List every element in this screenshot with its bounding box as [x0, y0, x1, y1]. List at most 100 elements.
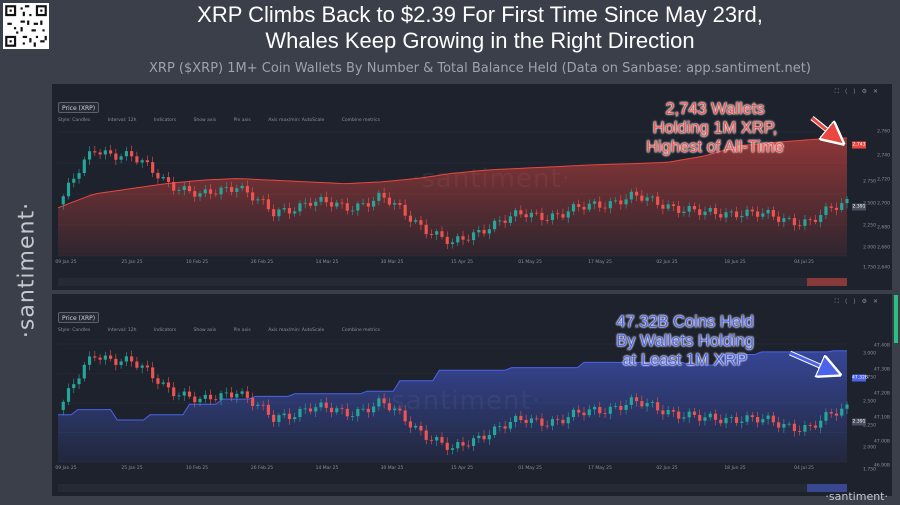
price-pill[interactable]: Price (XRP)	[58, 102, 100, 113]
candle-body	[508, 422, 512, 429]
toolbar-combine[interactable]: Combine metrics	[341, 328, 380, 333]
candle-body	[656, 196, 660, 205]
y-tick-left: 2.000	[863, 445, 876, 451]
candle-body	[429, 234, 434, 235]
candle-body	[750, 415, 754, 418]
candle-body	[93, 151, 97, 153]
candle-body	[414, 220, 418, 222]
scroll-accent[interactable]	[894, 295, 898, 343]
candle-body	[140, 160, 144, 163]
price-pill[interactable]: Price (XRP)	[58, 312, 100, 323]
candle-body	[219, 393, 223, 400]
toolbar-interval[interactable]: Interval: 12h	[107, 328, 137, 333]
x-axis: 09 Jan 25 25 Jan 25 10 Feb 25 26 Feb 25 …	[52, 466, 852, 476]
candle-body	[698, 209, 702, 216]
candle-body	[671, 409, 675, 412]
candle-body	[172, 181, 176, 191]
candle-body	[182, 186, 186, 191]
candle-body	[287, 208, 292, 214]
toolbar-combine[interactable]: Combine metrics	[341, 118, 380, 123]
y-tick-right: 47.30B	[874, 367, 890, 373]
candle-body	[166, 382, 171, 388]
y-tick-right: 47.40B	[874, 343, 890, 349]
metric-area	[58, 350, 847, 462]
toolbar-interval[interactable]: Interval: 12h	[107, 118, 137, 123]
toolbar-show-axis[interactable]: Show axis	[193, 118, 217, 123]
gear-icon[interactable]: ⚙	[861, 88, 873, 95]
candle-body	[61, 196, 65, 205]
candle-body	[208, 394, 213, 400]
panel-toolbar-icons: ⛶⟨⟩⚙✕	[835, 88, 884, 96]
toolbar-style[interactable]: Style: Candles	[58, 118, 91, 123]
candle-body	[603, 413, 607, 415]
candle-body	[540, 418, 544, 426]
candle-body	[345, 408, 349, 417]
candle-body	[482, 229, 486, 234]
candle-body	[582, 412, 586, 416]
toolbar-indicators[interactable]: Indicators	[153, 328, 177, 333]
candle-body	[587, 203, 591, 210]
candle-body	[524, 214, 528, 218]
candle-body	[461, 236, 465, 240]
expand-icon[interactable]: ⛶	[834, 88, 845, 95]
candle-body	[214, 399, 218, 401]
candle-body	[798, 431, 802, 432]
candle-body	[93, 356, 97, 358]
candle-body	[493, 426, 497, 436]
x-tick: 18 Jun 25	[724, 466, 746, 471]
candle-body	[724, 212, 728, 218]
candle-body	[230, 187, 234, 192]
candle-body	[571, 204, 576, 212]
toolbar-style[interactable]: Style: Candles	[58, 328, 91, 333]
candle-body	[650, 196, 654, 198]
candle-body	[608, 406, 612, 414]
navigator-handle	[807, 278, 847, 286]
candle-body	[592, 407, 597, 410]
toolbar-axis-maxmin[interactable]: Axis max/min: AutoScale	[268, 328, 325, 333]
candle-body	[198, 193, 202, 197]
candle-body	[682, 417, 686, 419]
code-icon[interactable]: ⟨⟩	[844, 88, 862, 95]
candle-body	[235, 188, 239, 192]
candle-body	[540, 212, 544, 220]
toolbar-pin-axis[interactable]: Pin axis	[233, 328, 251, 333]
candle-body	[408, 215, 412, 222]
toolbar-indicators[interactable]: Indicators	[153, 118, 177, 123]
candle-body	[745, 415, 749, 422]
metric-value-marker: 2,743	[852, 141, 866, 149]
candle-body	[545, 425, 549, 427]
candle-body	[372, 200, 376, 207]
candle-body	[598, 407, 602, 414]
candle-body	[187, 391, 192, 397]
candle-body	[435, 437, 439, 441]
close-icon[interactable]: ✕	[872, 298, 884, 305]
candle-body	[608, 201, 612, 209]
toolbar-axis-maxmin[interactable]: Axis max/min: AutoScale	[268, 118, 325, 123]
candle-body	[613, 406, 618, 407]
y-tick-left: 2.250	[863, 423, 876, 429]
code-icon[interactable]: ⟨⟩	[844, 298, 862, 305]
gear-icon[interactable]: ⚙	[861, 298, 873, 305]
candle-body	[145, 365, 149, 368]
candle-body	[503, 220, 507, 223]
title-line-2: Whales Keep Growing in the Right Directi…	[265, 28, 695, 53]
toolbar-pin-axis[interactable]: Pin axis	[233, 118, 251, 123]
candle-body	[456, 442, 460, 449]
candle-body	[787, 423, 791, 425]
candle-body	[419, 220, 423, 225]
candle-body	[671, 204, 675, 206]
close-icon[interactable]: ✕	[872, 88, 884, 95]
toolbar-show-axis[interactable]: Show axis	[193, 328, 217, 333]
candle-body	[372, 406, 376, 413]
candle-body	[377, 192, 381, 201]
expand-icon[interactable]: ⛶	[834, 298, 845, 305]
candle-body	[519, 210, 523, 215]
candle-body	[319, 402, 323, 408]
wallets-chart-panel: ⛶⟨⟩⚙✕ Price (XRP) Style: Candles Interva…	[52, 84, 892, 290]
x-tick: 30 Mar 25	[380, 466, 404, 471]
candle-body	[293, 211, 297, 214]
candle-body	[529, 212, 533, 218]
candle-body	[187, 186, 192, 192]
candle-body	[682, 211, 686, 213]
annotation-line: By Wallets Holding	[616, 332, 754, 350]
